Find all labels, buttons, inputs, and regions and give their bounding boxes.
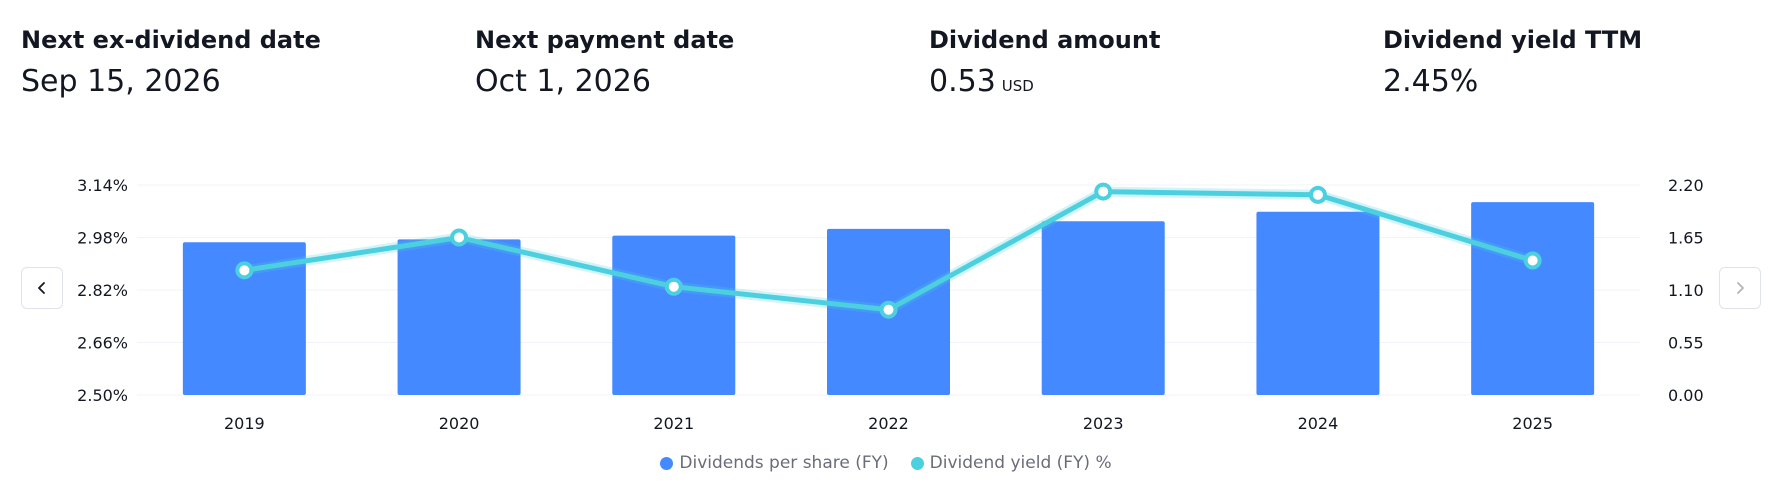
yield-point	[879, 300, 898, 319]
stat-ex-dividend-date: Next ex-dividend date Sep 15, 2026	[21, 20, 321, 104]
bar	[1041, 221, 1165, 395]
yield-point	[450, 228, 469, 247]
bar	[182, 242, 306, 395]
chevron-right-icon	[1737, 282, 1744, 294]
stat-value-text: 0.53	[929, 64, 996, 99]
right-axis-tick: 1.10	[1668, 281, 1704, 300]
yield-point	[1094, 182, 1113, 201]
x-axis-tick: 2021	[653, 414, 694, 433]
chevron-left-icon	[38, 282, 45, 294]
stat-dividend-yield: Dividend yield TTM 2.45%	[1383, 20, 1642, 104]
x-axis-tick: 2022	[868, 414, 909, 433]
yield-point	[1523, 251, 1542, 270]
x-axis-tick: 2023	[1083, 414, 1124, 433]
left-axis-tick: 2.66%	[77, 334, 128, 353]
legend-item-dividends[interactable]: Dividends per share (FY)	[660, 453, 889, 473]
stat-value: 2.45%	[1383, 60, 1642, 104]
stat-payment-date: Next payment date Oct 1, 2026	[475, 20, 734, 104]
bar	[612, 235, 736, 395]
legend-dot-line	[910, 456, 924, 470]
x-axis-tick: 2020	[439, 414, 480, 433]
x-axis-tick: 2024	[1298, 414, 1339, 433]
right-axis-tick: 0.55	[1668, 334, 1704, 353]
bar	[1471, 202, 1595, 395]
stat-value-text: 2.45%	[1383, 64, 1479, 99]
stat-value: Oct 1, 2026	[475, 60, 734, 104]
bar	[397, 239, 521, 395]
legend-label: Dividend yield (FY) %	[929, 453, 1112, 473]
legend-dot-bar	[660, 456, 674, 470]
stat-value-text: Oct 1, 2026	[475, 64, 651, 99]
next-button[interactable]	[1719, 267, 1761, 309]
right-axis-tick: 0.00	[1668, 386, 1704, 405]
stat-value-text: Sep 15, 2026	[21, 64, 221, 99]
right-axis-tick: 1.65	[1668, 229, 1704, 248]
stat-value: Sep 15, 2026	[21, 60, 321, 104]
dividend-stats: Next ex-dividend date Sep 15, 2026 Next …	[21, 20, 1772, 110]
x-axis-tick: 2019	[224, 414, 265, 433]
bar	[1256, 211, 1380, 395]
yield-point	[235, 261, 254, 280]
dividend-chart: 3.14% 2.20 2.98% 1.65 2.82% 1.10 2.66% 0.55 2.50…	[77, 176, 1704, 433]
left-axis-tick: 3.14%	[77, 176, 128, 195]
stat-dividend-amount: Dividend amount 0.53 USD	[929, 20, 1160, 108]
stat-label: Dividend yield TTM	[1383, 26, 1643, 54]
left-axis-tick: 2.50%	[77, 386, 128, 405]
yield-point	[1308, 185, 1327, 204]
stat-label: Dividend amount	[929, 26, 1161, 54]
yield-point	[664, 277, 683, 296]
prev-button[interactable]	[21, 267, 63, 309]
legend-label: Dividends per share (FY)	[679, 453, 889, 473]
right-axis-tick: 2.20	[1668, 176, 1704, 195]
stat-value: 0.53 USD	[929, 60, 1160, 108]
stat-label: Next ex-dividend date	[21, 26, 321, 54]
stat-unit: USD	[1001, 77, 1034, 95]
stat-label: Next payment date	[475, 26, 735, 54]
chart-legend: Dividends per share (FY) Dividend yield …	[0, 449, 1772, 477]
legend-item-yield[interactable]: Dividend yield (FY) %	[910, 453, 1112, 473]
left-axis-tick: 2.98%	[77, 229, 128, 248]
x-axis-tick: 2025	[1512, 414, 1553, 433]
left-axis-tick: 2.82%	[77, 281, 128, 300]
